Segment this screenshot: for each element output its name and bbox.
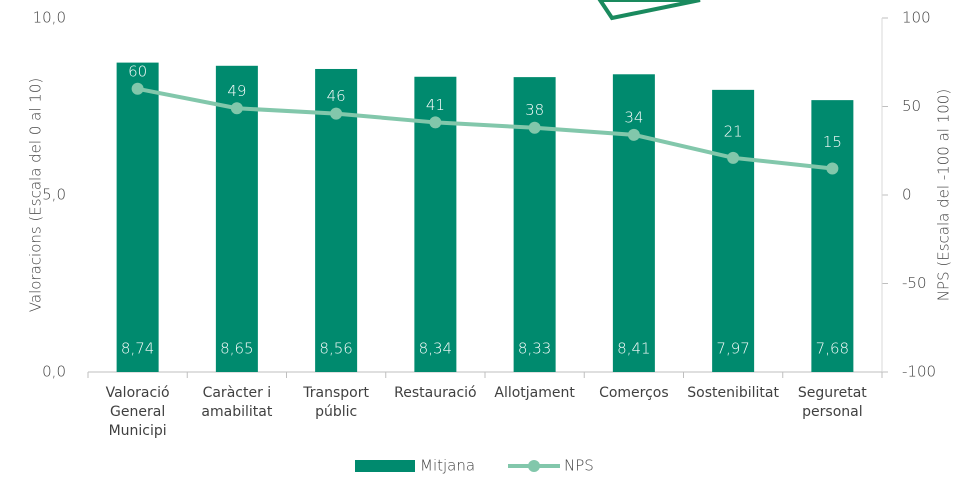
nps-value-label: 21 (724, 122, 743, 140)
bar (811, 100, 854, 373)
nps-value-label: 60 (128, 62, 147, 80)
y-axis-title: Valoracions (Escala del 0 al 10) (27, 78, 45, 312)
legend-swatch (355, 460, 415, 472)
bar-value-label: 8,34 (419, 340, 452, 358)
nps-value-label: 46 (327, 87, 346, 105)
y2-axis-title: NPS (Escala del -100 al 100) (935, 89, 953, 301)
bar-value-label: 8,56 (319, 340, 352, 358)
bar-value-label: 8,41 (617, 340, 650, 358)
nps-point (230, 102, 243, 115)
y-tick-label: 10,0 (33, 9, 66, 27)
x-tick-label: Seguretat personal (797, 385, 867, 420)
y2-tick-label: 50 (902, 97, 921, 115)
legend-label: Mitjana (420, 457, 475, 475)
nps-point (330, 107, 343, 120)
nps-value-label: 49 (227, 82, 246, 100)
bar-value-label: 8,65 (220, 340, 253, 358)
bar-value-label: 7,97 (716, 340, 749, 358)
y2-tick-label: -50 (902, 274, 927, 292)
nps-value-label: 38 (525, 101, 544, 119)
bar-value-label: 8,33 (518, 340, 551, 358)
legend-swatch-dot (528, 460, 540, 472)
nps-value-label: 34 (624, 108, 643, 126)
x-tick-label: Valoració General Municipi (105, 385, 170, 439)
bar (513, 77, 556, 373)
nps-line (137, 86, 833, 171)
x-tick-label: Caràcter i amabilitat (201, 385, 273, 420)
nps-value-label: 15 (823, 133, 842, 151)
bar (612, 74, 655, 372)
y-tick-label: 0,0 (42, 363, 66, 381)
x-tick-label: Restauració (394, 385, 477, 401)
x-tick-label: Allotjament (494, 385, 575, 401)
bar (215, 65, 258, 372)
y2-tick-label: -100 (902, 363, 936, 381)
y-tick-label: 5,0 (42, 186, 66, 204)
nps-point (826, 162, 839, 175)
x-tick-label: Transport públic (303, 385, 369, 420)
nps-point (727, 151, 740, 164)
y2-tick-label: 100 (902, 9, 931, 27)
bar-value-label: 8,74 (121, 340, 154, 358)
decoration (597, 0, 701, 21)
nps-point (627, 128, 640, 141)
nps-value-label: 41 (426, 96, 445, 114)
nps-point (528, 121, 541, 134)
nps-point (429, 116, 442, 129)
bar-value-label: 7,68 (816, 340, 849, 358)
bar (116, 62, 159, 372)
y2-tick-label: 0 (902, 186, 912, 204)
bar (712, 89, 755, 372)
x-tick-label: Comerços (599, 385, 669, 401)
nps-point (131, 82, 144, 95)
legend-label: NPS (564, 457, 594, 475)
x-tick-label: Sostenibilitat (687, 385, 779, 401)
